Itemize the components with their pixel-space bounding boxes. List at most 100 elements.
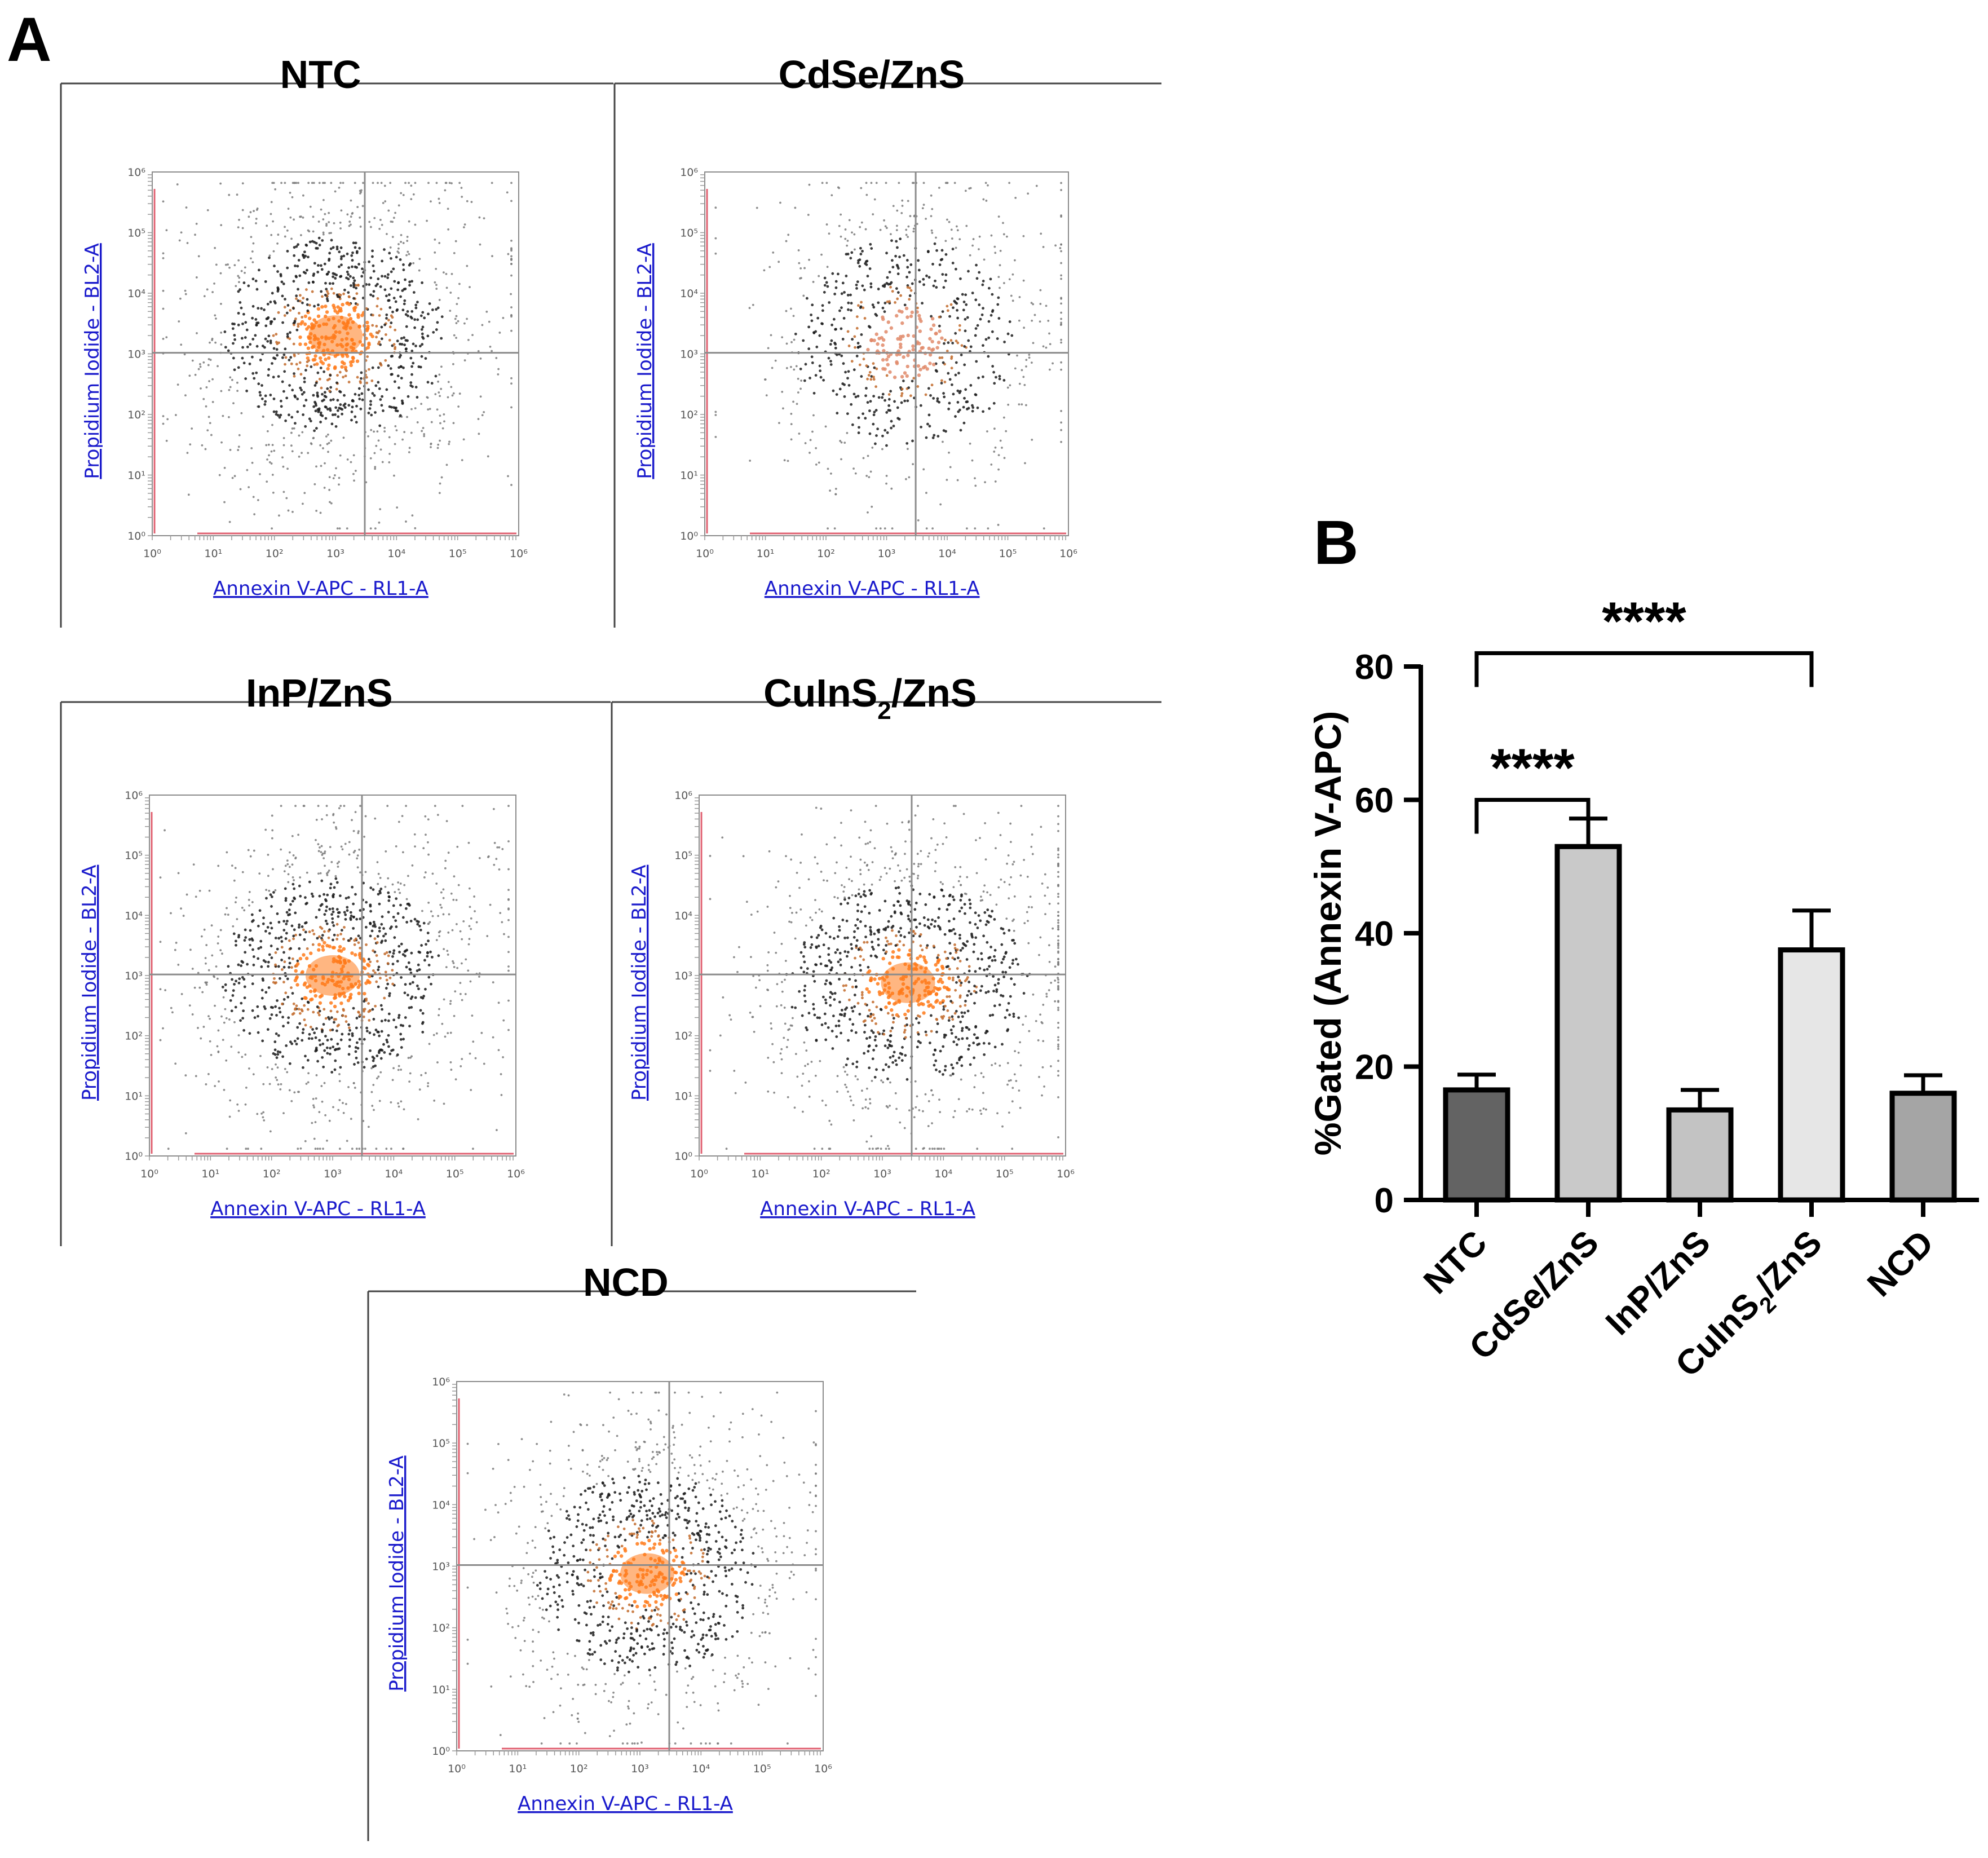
cell-event (794, 332, 797, 336)
cell-event (510, 484, 513, 486)
cell-event (436, 408, 439, 411)
cell-event (781, 336, 784, 339)
cell-event (293, 928, 296, 932)
cell-event (357, 991, 361, 995)
cell-event (381, 915, 384, 919)
cell-event (899, 870, 902, 872)
cell-event (280, 848, 282, 851)
cell-event (975, 872, 978, 875)
cell-event (342, 938, 345, 941)
cell-event (397, 247, 400, 250)
cell-event (859, 946, 862, 950)
cell-event (248, 1067, 250, 1070)
cell-event (427, 1082, 430, 1084)
cell-event (881, 396, 884, 399)
cell-event (402, 1148, 405, 1150)
cell-event (267, 334, 271, 338)
cell-event (322, 182, 324, 184)
cell-event (395, 1026, 397, 1029)
cell-event (887, 398, 891, 401)
cell-event (853, 994, 856, 996)
cell-event (386, 962, 390, 965)
cell-event (231, 864, 233, 867)
cell-event (295, 182, 298, 184)
cell-event (903, 1031, 906, 1034)
cell-event (399, 1038, 403, 1041)
cell-event (291, 863, 294, 866)
cell-event (399, 414, 402, 417)
cell-event (380, 941, 383, 944)
cell-event (938, 1070, 942, 1073)
cell-event (284, 182, 286, 184)
cell-event (815, 911, 817, 914)
cell-event (507, 840, 510, 842)
cell-event (375, 954, 378, 957)
cell-event (872, 378, 876, 381)
cell-event (961, 1029, 964, 1032)
cell-event (501, 921, 503, 924)
cell-event (385, 850, 387, 853)
cell-event (301, 301, 304, 304)
cell-event (908, 271, 911, 274)
cell-event (397, 243, 400, 245)
cell-event (951, 1018, 955, 1021)
cell-event (962, 405, 965, 409)
cell-event (909, 289, 913, 292)
cell-event (355, 251, 359, 254)
cell-event (510, 315, 513, 318)
cell-event (919, 404, 922, 407)
cell-event (335, 387, 338, 391)
cell-event (883, 867, 886, 870)
cell-event (332, 275, 335, 279)
cell-event (452, 392, 455, 395)
cell-event (285, 932, 288, 935)
cell-event (930, 315, 933, 318)
cell-event (714, 435, 717, 438)
cell-event (821, 182, 824, 184)
cell-event (330, 232, 332, 235)
cell-event (810, 319, 814, 323)
cell-event (407, 1057, 410, 1059)
cell-event (311, 240, 314, 243)
cell-event (811, 919, 814, 921)
cell-event (936, 399, 939, 403)
cell-event (377, 965, 381, 969)
cell-event (303, 1004, 306, 1007)
cell-event (318, 182, 321, 184)
cell-event (942, 429, 946, 432)
cell-event (289, 947, 292, 950)
cell-event (374, 466, 377, 469)
cell-event (334, 474, 336, 476)
cell-event (487, 855, 490, 858)
cell-event (928, 425, 931, 428)
cell-event (354, 811, 357, 814)
cell-event (298, 312, 301, 315)
cell-event (857, 416, 860, 420)
cell-event (898, 255, 901, 259)
cell-event (930, 215, 933, 218)
cell-event (858, 363, 862, 367)
cell-event (348, 996, 352, 1000)
y-tick-label: 10³ (125, 970, 143, 982)
cell-event (262, 1083, 265, 1085)
cell-event (1057, 926, 1059, 929)
cell-event (294, 317, 297, 320)
cell-event (1022, 992, 1026, 995)
cell-event (931, 363, 936, 367)
cell-event (388, 994, 391, 998)
cell-event (282, 1025, 285, 1028)
cell-event (1057, 914, 1059, 917)
cell-event (469, 906, 471, 908)
cell-event (355, 404, 358, 408)
cell-event (343, 288, 346, 292)
cell-event (510, 377, 513, 379)
cell-event (317, 908, 321, 911)
y-tick-label: 10⁴ (680, 288, 698, 300)
cell-event (854, 924, 857, 927)
cell-event (885, 944, 888, 947)
cell-event (1008, 320, 1011, 323)
cell-event (842, 1066, 845, 1069)
cell-event (904, 853, 906, 855)
cell-event (335, 1010, 339, 1013)
cell-event (224, 346, 227, 349)
